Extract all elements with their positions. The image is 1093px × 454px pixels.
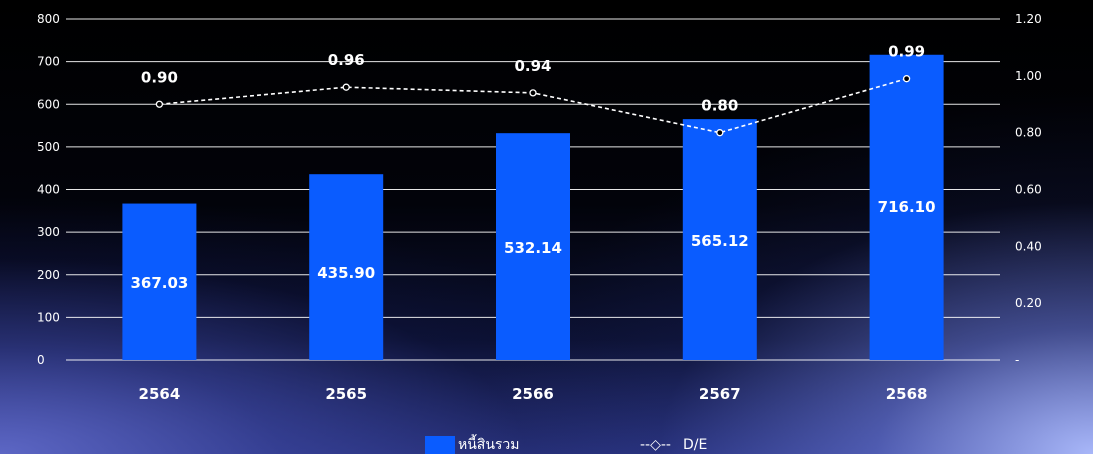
de-value-label: 0.80 bbox=[701, 97, 738, 115]
y-right-tick-label: 0.20 bbox=[1015, 296, 1042, 310]
y-left-tick-label: 200 bbox=[37, 268, 60, 282]
y-left-tick-label: 700 bbox=[37, 55, 60, 69]
y-right-tick-label: 0.40 bbox=[1015, 239, 1042, 253]
de-point bbox=[902, 75, 911, 83]
bar-value-label: 532.14 bbox=[504, 239, 562, 257]
de-point bbox=[155, 100, 164, 108]
bar bbox=[496, 133, 570, 360]
y-right-tick-label: - bbox=[1015, 353, 1019, 367]
legend-swatch-line: --◇-- bbox=[640, 437, 671, 453]
de-point bbox=[529, 89, 537, 97]
y-right-tick-label: 0.80 bbox=[1015, 126, 1042, 140]
de-point bbox=[716, 129, 724, 137]
y-left-tick-label: 500 bbox=[37, 140, 60, 154]
x-tick-label: 2564 bbox=[139, 385, 181, 403]
de-value-label: 0.94 bbox=[514, 57, 551, 75]
y-right-tick-label: 0.60 bbox=[1015, 183, 1042, 197]
bar-value-label: 716.10 bbox=[878, 198, 936, 216]
de-value-label: 0.96 bbox=[328, 51, 365, 69]
bar bbox=[682, 119, 757, 360]
y-left-tick-label: 600 bbox=[37, 97, 60, 111]
x-tick-label: 2566 bbox=[512, 385, 554, 403]
legend-label: D/E bbox=[683, 437, 707, 453]
y-right-tick-label: 1.00 bbox=[1015, 69, 1042, 83]
x-tick-label: 2568 bbox=[886, 385, 928, 403]
legend-label: หนี้สินรวม bbox=[458, 434, 520, 453]
de-point bbox=[342, 83, 350, 91]
x-tick-label: 2567 bbox=[699, 385, 741, 403]
y-left-tick-label: 100 bbox=[37, 310, 60, 324]
bar bbox=[309, 174, 384, 360]
bar-value-label: 565.12 bbox=[691, 232, 749, 250]
bar-value-label: 435.90 bbox=[317, 264, 375, 282]
bar-value-label: 367.03 bbox=[130, 274, 188, 292]
bar bbox=[122, 203, 197, 360]
bar bbox=[869, 54, 944, 360]
y-left-tick-label: 800 bbox=[37, 12, 60, 26]
x-tick-label: 2565 bbox=[325, 385, 367, 403]
de-value-label: 0.99 bbox=[888, 43, 925, 61]
de-value-label: 0.90 bbox=[141, 68, 178, 86]
de-series-line bbox=[159, 77, 907, 134]
y-left-tick-label: 400 bbox=[37, 183, 60, 197]
y-left-tick-label: 300 bbox=[37, 225, 60, 239]
legend-swatch-bar bbox=[425, 436, 455, 454]
y-right-tick-label: 1.20 bbox=[1015, 12, 1042, 26]
y-left-tick-label: 0 bbox=[37, 353, 45, 367]
